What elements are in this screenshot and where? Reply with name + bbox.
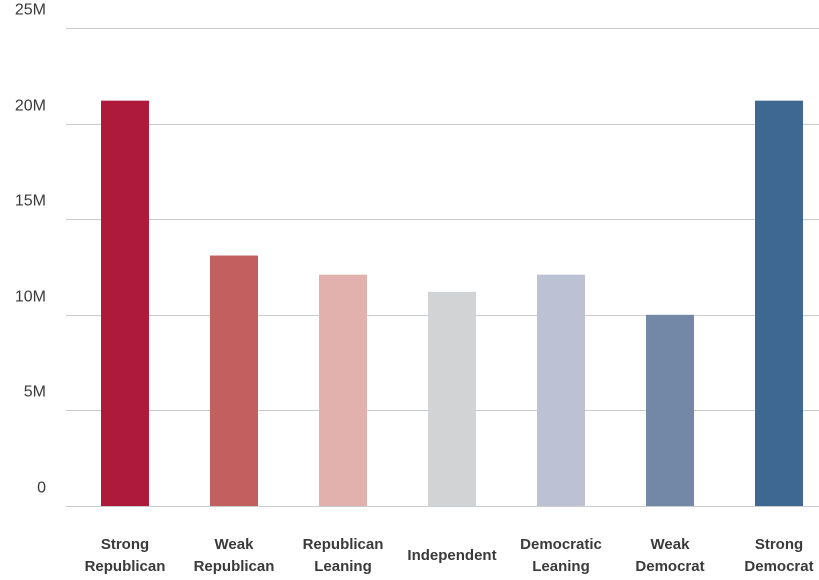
category-label-line: Republican xyxy=(194,558,275,575)
y-tick-label: 0 xyxy=(37,480,46,497)
bar xyxy=(646,314,694,506)
bar xyxy=(319,274,367,506)
category-label-line: Strong xyxy=(101,536,149,553)
y-tick-label: 20M xyxy=(15,98,46,115)
category-label-line: Republican xyxy=(85,558,166,575)
category-label-line: Weak xyxy=(651,536,691,553)
category-label: Strong Democrat xyxy=(744,536,813,575)
y-axis-tick-labels: 0 5M 10M 15M 20M 25M xyxy=(15,2,46,497)
y-tick-label: 5M xyxy=(24,384,46,401)
y-tick-label: 25M xyxy=(15,2,46,19)
category-label-line: Strong xyxy=(755,536,803,553)
category-label-line: Republican xyxy=(303,536,384,553)
y-tick-label: 10M xyxy=(15,289,46,306)
bar xyxy=(537,274,585,506)
bar xyxy=(210,255,258,506)
bar xyxy=(428,291,476,506)
category-label-line: Democratic xyxy=(520,536,602,553)
category-label-line: Leaning xyxy=(532,558,590,575)
bar xyxy=(101,100,149,506)
category-label: Weak Democrat xyxy=(635,536,704,575)
category-label-line: Weak xyxy=(215,536,255,553)
category-label: Republican Leaning xyxy=(303,536,384,575)
category-label-line: Leaning xyxy=(314,558,372,575)
category-label-line: Independent xyxy=(407,547,496,564)
category-label-line: Democrat xyxy=(744,558,813,575)
bars xyxy=(101,100,803,506)
category-label: Strong Republican xyxy=(85,536,166,575)
category-label: Weak Republican xyxy=(194,536,275,575)
bar xyxy=(755,100,803,506)
category-label: Independent xyxy=(407,547,496,564)
category-label-line: Democrat xyxy=(635,558,704,575)
y-tick-label: 15M xyxy=(15,193,46,210)
category-label: Democratic Leaning xyxy=(520,536,602,575)
